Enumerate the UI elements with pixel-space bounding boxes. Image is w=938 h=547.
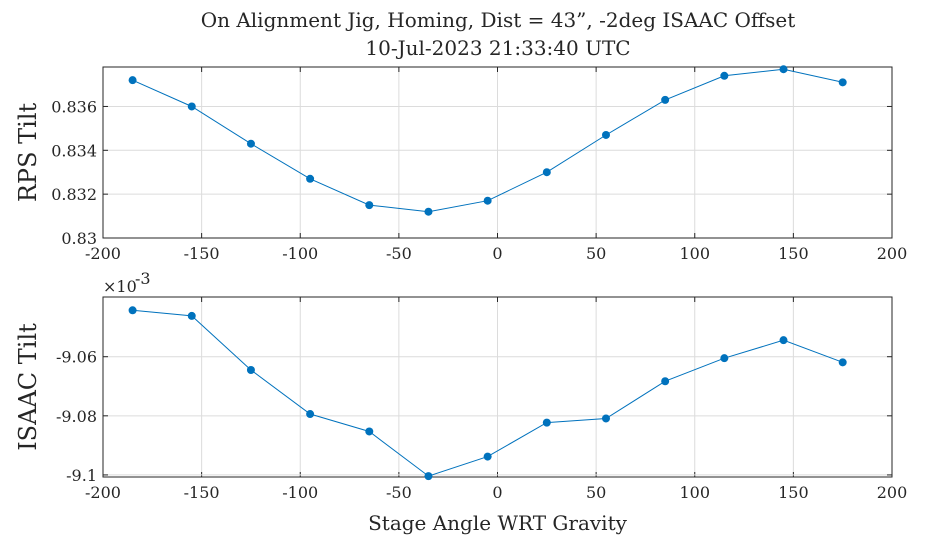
x-tick-label: 50	[586, 244, 606, 263]
data-point	[779, 336, 788, 345]
x-tick-label: -50	[386, 244, 412, 263]
data-point	[306, 174, 315, 183]
x-tick-label: -200	[85, 483, 121, 502]
data-point	[246, 366, 255, 375]
axes-frame	[102, 296, 893, 478]
data-point	[838, 358, 847, 367]
data-point	[720, 71, 729, 80]
x-tick-label: 0	[492, 483, 502, 502]
chart-title-line2: 10-Jul-2023 21:33:40 UTC	[365, 36, 630, 60]
x-tick-label: -200	[85, 244, 121, 263]
data-point	[838, 78, 847, 87]
data-point	[542, 418, 551, 427]
y-tick-label: -9.06	[56, 348, 97, 367]
y-tick-label: -9.08	[56, 407, 97, 426]
data-point	[661, 95, 670, 104]
data-point	[483, 452, 492, 461]
x-tick-label: 100	[679, 244, 710, 263]
y-exponent-label: ×10	[103, 277, 137, 296]
x-tick-label: 200	[877, 483, 908, 502]
x-tick-label: -100	[282, 483, 318, 502]
data-point	[601, 414, 610, 423]
data-point	[246, 139, 255, 148]
y-axis-label: RPS Tilt	[14, 103, 42, 203]
data-point	[424, 207, 433, 216]
data-point	[128, 306, 137, 315]
x-tick-label: 50	[586, 483, 606, 502]
x-tick-label: -50	[386, 483, 412, 502]
x-tick-label: -150	[184, 483, 220, 502]
data-point	[424, 472, 433, 481]
axes-frame	[102, 66, 893, 239]
y-tick-label: 0.836	[51, 97, 97, 116]
isaac-tilt-panel: -200 -150 -100 -50 0 50 100 150 200 -9.06 -9.08 -9.…	[14, 269, 907, 535]
y-tick-label: -9.1	[66, 466, 97, 485]
x-tick-label: 150	[778, 244, 809, 263]
x-axis-label: Stage Angle WRT Gravity	[368, 511, 628, 535]
data-point	[187, 311, 196, 320]
y-tick-label: 0.83	[61, 229, 97, 248]
x-tick-label: 200	[877, 244, 908, 263]
chart-title-line1: On Alignment Jig, Homing, Dist = 43”, -2…	[201, 8, 796, 32]
data-point	[483, 196, 492, 205]
x-tick-label: -100	[282, 244, 318, 263]
y-tick-label: 0.832	[51, 185, 97, 204]
data-point	[306, 410, 315, 419]
y-axis-label: ISAAC Tilt	[14, 323, 42, 451]
data-point	[661, 377, 670, 386]
data-point	[779, 65, 788, 74]
rps-tilt-panel: -200 -150 -100 -50 0 50 100 150 200 0.83 0.832 0.83…	[14, 65, 907, 263]
x-tick-label: -150	[184, 244, 220, 263]
y-exponent-power: -3	[135, 269, 151, 288]
y-tick-label: 0.834	[51, 141, 97, 160]
data-point	[128, 76, 137, 85]
x-tick-label: 150	[778, 483, 809, 502]
data-point	[365, 427, 374, 436]
data-point	[187, 102, 196, 111]
data-point	[542, 168, 551, 177]
data-point	[601, 130, 610, 139]
x-tick-label: 0	[492, 244, 502, 263]
data-point	[720, 354, 729, 363]
x-tick-label: 100	[679, 483, 710, 502]
data-point	[365, 201, 374, 210]
